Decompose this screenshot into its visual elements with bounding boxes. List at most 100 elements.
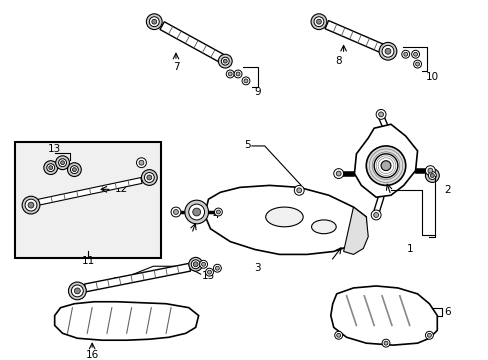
Circle shape (415, 62, 419, 66)
Circle shape (313, 17, 323, 27)
Circle shape (226, 70, 234, 78)
Circle shape (223, 59, 227, 63)
Circle shape (384, 48, 390, 54)
Circle shape (336, 171, 341, 176)
Text: 15: 15 (202, 271, 215, 281)
Circle shape (173, 210, 178, 215)
Circle shape (215, 266, 219, 270)
Circle shape (411, 50, 419, 58)
Text: 11: 11 (81, 256, 95, 266)
Text: 5: 5 (244, 140, 251, 150)
Polygon shape (205, 185, 366, 255)
Circle shape (22, 196, 40, 214)
Polygon shape (38, 177, 142, 205)
Circle shape (333, 168, 343, 179)
Circle shape (144, 172, 154, 183)
Text: 10: 10 (425, 72, 438, 82)
Text: 14: 14 (113, 277, 126, 287)
Circle shape (199, 260, 207, 268)
Polygon shape (343, 207, 367, 255)
Circle shape (49, 166, 53, 170)
Circle shape (236, 72, 240, 76)
Circle shape (425, 166, 434, 176)
Circle shape (191, 260, 200, 269)
Polygon shape (325, 21, 385, 53)
Circle shape (151, 19, 157, 24)
Circle shape (228, 72, 232, 76)
Circle shape (171, 207, 181, 217)
Polygon shape (84, 264, 190, 292)
Circle shape (71, 285, 83, 297)
Circle shape (381, 339, 389, 347)
Circle shape (74, 288, 80, 294)
Circle shape (61, 161, 64, 165)
Circle shape (413, 52, 417, 56)
Circle shape (218, 54, 232, 68)
Polygon shape (55, 302, 198, 340)
Circle shape (375, 109, 385, 119)
Circle shape (221, 57, 229, 65)
Polygon shape (160, 22, 223, 62)
Circle shape (381, 45, 393, 57)
Circle shape (429, 174, 433, 177)
Circle shape (425, 168, 438, 183)
Circle shape (242, 77, 249, 85)
Text: 16: 16 (85, 350, 99, 360)
Circle shape (425, 331, 432, 339)
Circle shape (316, 19, 321, 24)
Circle shape (25, 199, 37, 211)
Ellipse shape (265, 207, 303, 227)
Circle shape (146, 175, 151, 180)
Circle shape (149, 17, 159, 27)
Circle shape (401, 50, 409, 58)
FancyBboxPatch shape (15, 142, 161, 258)
Circle shape (188, 204, 204, 220)
Circle shape (214, 208, 222, 216)
Circle shape (427, 168, 432, 173)
Text: 8: 8 (335, 56, 341, 66)
Circle shape (193, 262, 198, 267)
Circle shape (47, 164, 55, 172)
Circle shape (139, 160, 143, 165)
Circle shape (192, 208, 200, 216)
Text: 3: 3 (254, 263, 261, 273)
Circle shape (59, 159, 66, 167)
Circle shape (373, 212, 378, 217)
Polygon shape (330, 286, 436, 345)
Text: 7: 7 (172, 62, 179, 72)
Circle shape (68, 282, 86, 300)
Circle shape (213, 264, 221, 272)
Circle shape (244, 79, 247, 83)
Ellipse shape (311, 220, 336, 234)
Text: 9: 9 (254, 87, 261, 97)
Circle shape (334, 331, 342, 339)
Circle shape (403, 52, 407, 56)
Circle shape (67, 163, 81, 176)
Circle shape (28, 202, 34, 208)
Text: 4: 4 (212, 210, 218, 220)
Circle shape (383, 341, 387, 345)
Text: 13: 13 (48, 144, 61, 154)
Circle shape (56, 156, 69, 170)
Circle shape (370, 210, 380, 220)
Text: 2: 2 (443, 185, 449, 195)
Circle shape (336, 333, 340, 337)
Circle shape (216, 210, 220, 214)
Circle shape (188, 257, 202, 271)
Circle shape (70, 166, 78, 174)
Circle shape (72, 168, 76, 172)
Circle shape (44, 161, 58, 175)
Circle shape (310, 14, 326, 30)
Circle shape (184, 200, 208, 224)
Text: 6: 6 (443, 307, 449, 316)
Text: 1: 1 (406, 244, 412, 255)
Circle shape (427, 333, 430, 337)
Circle shape (141, 170, 157, 185)
Circle shape (378, 42, 396, 60)
Circle shape (366, 146, 405, 185)
Circle shape (413, 60, 421, 68)
Circle shape (205, 268, 213, 276)
Polygon shape (354, 124, 417, 197)
Circle shape (201, 262, 205, 266)
Circle shape (296, 188, 301, 193)
